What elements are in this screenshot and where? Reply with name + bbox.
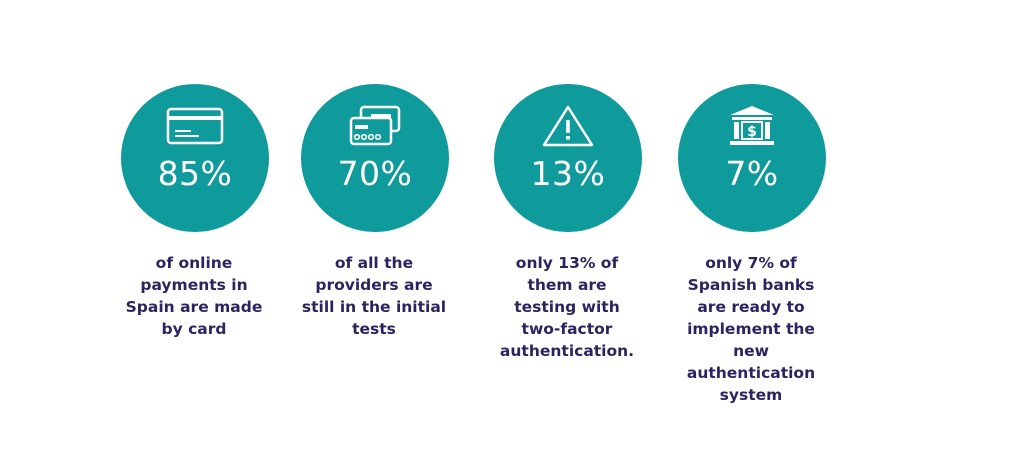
stat-value: 85%: [157, 154, 233, 193]
stat-circle: 70%: [301, 84, 449, 232]
warning-triangle-icon: [538, 104, 598, 148]
stat-description: of online payments in Spain are made by …: [125, 254, 263, 338]
stat-description: only 7% of Spanish banks are ready to im…: [686, 254, 816, 404]
credit-card-icon: [165, 104, 225, 148]
bank-dollar-icon: $: [722, 104, 782, 148]
cards-icon: [345, 104, 405, 148]
stat-value: 13%: [530, 154, 606, 193]
stat-value: 7%: [725, 154, 779, 193]
svg-text:$: $: [747, 124, 757, 140]
stat-value: 70%: [337, 154, 413, 193]
stat-circle: 85%: [121, 84, 269, 232]
stat-circle: 13%: [494, 84, 642, 232]
stat-description: only 13% of them are testing with two-fa…: [499, 254, 635, 360]
stat-description: of all the providers are still in the in…: [301, 254, 447, 338]
stat-circle: $ 7%: [678, 84, 826, 232]
